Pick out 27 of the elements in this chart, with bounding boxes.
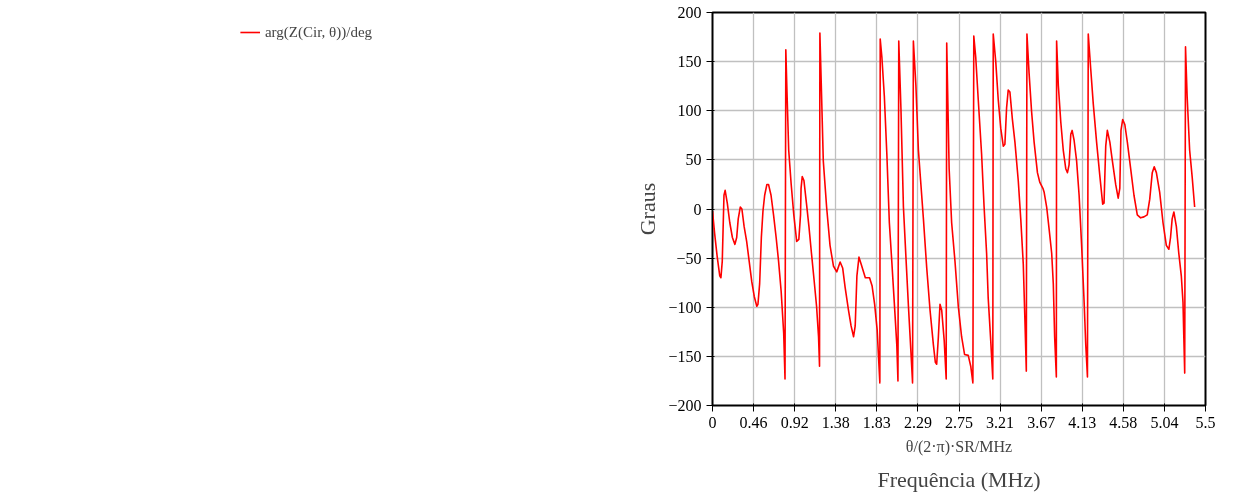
text: θ/(2·π)·SR/MHz bbox=[905, 437, 1013, 456]
y-tick-label: 50 bbox=[685, 151, 702, 169]
y-tick-label: −200 bbox=[668, 397, 702, 414]
x-tick-label: 3.21 bbox=[986, 413, 1015, 431]
y-tick-label: −100 bbox=[668, 298, 702, 316]
x-tick-label: 0.92 bbox=[780, 413, 809, 431]
y-axis-title: Graus bbox=[635, 182, 661, 236]
x-tick-label: 5.5 bbox=[1195, 413, 1216, 431]
y-tick-label: −50 bbox=[676, 249, 702, 267]
x-tick-label: 4.13 bbox=[1068, 413, 1097, 431]
x-tick-label: 2.29 bbox=[903, 413, 932, 431]
x-tick-label: 0.46 bbox=[739, 413, 768, 431]
x-tick-label: 1.83 bbox=[862, 413, 891, 431]
y-tick-label: 150 bbox=[677, 53, 702, 71]
x-axis-title: Frequência (MHz) bbox=[877, 466, 1041, 492]
line-series bbox=[712, 32, 1196, 384]
x-tick-label: 0 bbox=[708, 413, 717, 431]
y-tick-label: 200 bbox=[677, 4, 702, 21]
y-tick-label: 0 bbox=[693, 200, 702, 218]
legend-label: arg(Z(Cir, θ))/deg bbox=[264, 23, 373, 41]
x-tick-label: 1.38 bbox=[821, 413, 850, 431]
x-tick-label: 4.58 bbox=[1109, 413, 1138, 431]
y-tick-label: −150 bbox=[668, 347, 702, 365]
x-tick-label: 5.04 bbox=[1150, 413, 1179, 431]
y-tick-label: 100 bbox=[677, 102, 702, 120]
x-tick-label: 2.75 bbox=[945, 413, 973, 431]
x-tick-label: 3.67 bbox=[1027, 413, 1056, 431]
